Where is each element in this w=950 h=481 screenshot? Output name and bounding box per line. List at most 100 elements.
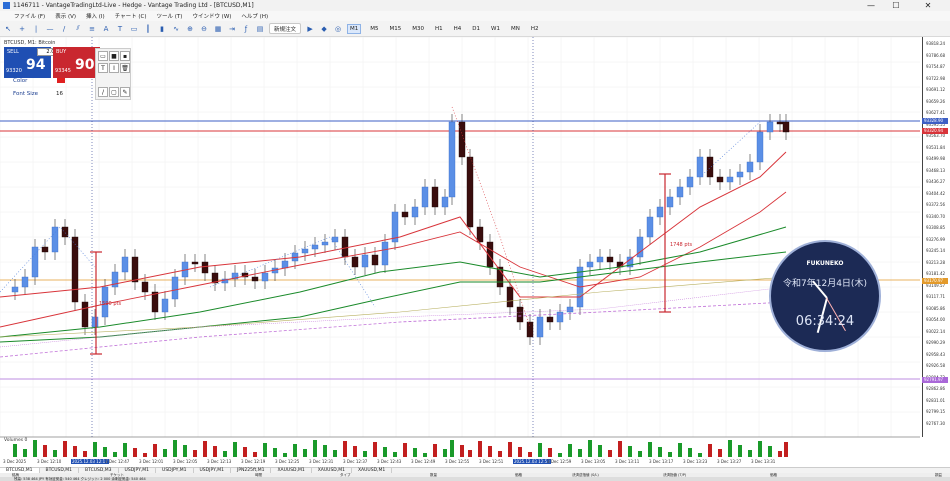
volume-bar <box>443 449 447 457</box>
candle-bull <box>666 196 674 208</box>
col-type[interactable]: タイプ <box>340 473 351 477</box>
tool-paint-icon[interactable]: ✎ <box>120 87 130 97</box>
color-label: Color <box>13 78 28 84</box>
zoom-in-icon[interactable]: ⊕ <box>187 24 193 33</box>
symbol-tab[interactable]: XAUUSD,M1 <box>352 468 393 473</box>
candle-bear <box>776 121 784 125</box>
label-icon[interactable]: T <box>117 24 123 33</box>
channel-icon[interactable]: ⫽ <box>76 24 80 32</box>
candle-bull <box>656 206 664 218</box>
candle-bull <box>686 176 694 188</box>
font-size-value[interactable]: 16 <box>56 91 63 97</box>
timeframe-m15[interactable]: M15 <box>389 25 402 32</box>
menu-insert[interactable]: 挿入 (I) <box>86 14 105 20</box>
candle-bull <box>746 161 754 173</box>
menu-window[interactable]: ウインドウ (W) <box>192 14 232 20</box>
col-volume[interactable]: 数量 <box>430 473 437 477</box>
menu-file[interactable]: ファイル (F) <box>14 14 46 20</box>
close-button[interactable]: ✕ <box>924 1 932 10</box>
tool-delete-icon[interactable]: 🗑 <box>120 63 130 73</box>
symbol-tab[interactable]: BTCUSD,M1 <box>0 468 40 473</box>
symbol-tab[interactable]: USDJPY,M1 <box>194 468 231 473</box>
candle-bear <box>41 246 49 253</box>
chart-area[interactable] <box>0 36 950 460</box>
tool-rectangle-icon[interactable]: ▭ <box>98 51 108 61</box>
timeframe-m30[interactable]: M30 <box>412 25 425 32</box>
price-chart[interactable] <box>0 36 950 460</box>
maximize-button[interactable]: ☐ <box>892 1 900 10</box>
tool-frame-icon[interactable]: ▢ <box>109 87 119 97</box>
candle-bull <box>121 256 129 273</box>
shapes-icon[interactable]: ▭ <box>130 24 138 33</box>
tool-label-icon[interactable]: ▪ <box>120 51 130 61</box>
horizontal-line-icon[interactable]: — <box>46 24 54 33</box>
time-axis-label: 3 Dec 12:05 <box>173 459 198 464</box>
symbol-tab[interactable]: BTCUSD,M1 <box>40 468 80 473</box>
signals-icon[interactable]: ◎ <box>334 24 342 33</box>
symbol-tab[interactable]: XAUUSD,M1 <box>312 468 352 473</box>
trendline-icon[interactable]: / <box>62 24 66 33</box>
menu-chart[interactable]: チャート (C) <box>114 14 147 20</box>
col-tp[interactable]: 決済指値 (T/P) <box>663 473 687 477</box>
symbol-tab[interactable]: USDJPY,M1 <box>156 468 194 473</box>
symbol-tab[interactable]: XAUUSD,M1 <box>271 468 312 473</box>
tool-line-icon[interactable]: I <box>109 63 119 73</box>
price-axis-label: 93722.98 <box>926 75 946 81</box>
symbol-tab[interactable]: USDJPY,M1 <box>119 468 157 473</box>
volume-bar <box>63 441 67 457</box>
tool-pen-icon[interactable]: / <box>98 87 108 97</box>
col-sl[interactable]: 決済逆指値 (S/L) <box>572 473 599 477</box>
grid-icon[interactable]: ▦ <box>214 24 222 33</box>
timeframe-w1[interactable]: W1 <box>491 25 500 32</box>
candle-bear <box>606 256 614 263</box>
volume-bar <box>303 449 307 457</box>
fibonacci-icon[interactable]: ≡ <box>89 24 95 33</box>
col-ticket[interactable]: チケット <box>110 473 124 477</box>
text-icon[interactable]: A <box>103 24 109 33</box>
timeframe-mn[interactable]: MN <box>510 25 520 32</box>
col-price2[interactable]: 価格 <box>770 473 777 477</box>
autoscroll-icon[interactable]: ⇥ <box>229 24 235 33</box>
volume-bar <box>133 448 137 457</box>
timeframe-m1[interactable]: M1 <box>347 23 362 34</box>
line-chart-icon[interactable]: ∿ <box>173 24 179 33</box>
timeframe-h2[interactable]: H2 <box>530 25 539 32</box>
tool-text-icon[interactable]: T <box>98 63 108 73</box>
col-time[interactable]: 時間 <box>255 473 262 477</box>
candle-bear <box>131 256 139 283</box>
symbol-tab[interactable]: JPN225ft,M1 <box>231 468 272 473</box>
col-price[interactable]: 価格 <box>515 473 522 477</box>
indicators-icon[interactable]: ƒ <box>244 24 248 33</box>
time-axis-label: 3 Dec 12:10 <box>37 459 62 464</box>
metaeditor-icon[interactable]: ◆ <box>321 24 327 33</box>
bar-chart-icon[interactable]: ┃ <box>145 24 151 33</box>
tool-fill-icon[interactable]: ■ <box>109 51 119 61</box>
buy-button[interactable]: BUY 93345 90 <box>53 47 100 78</box>
menu-view[interactable]: 表示 (V) <box>55 14 77 20</box>
volume-bar <box>588 440 592 457</box>
new-order-button[interactable]: 新規注文 <box>269 23 302 34</box>
templates-icon[interactable]: ▤ <box>256 24 264 33</box>
symbol-tab[interactable]: BTCUSD,M3 <box>79 468 119 473</box>
cursor-icon[interactable]: ↖ <box>5 24 11 33</box>
col-symbol[interactable]: 銘柄 <box>12 473 19 477</box>
timeframe-h4[interactable]: H4 <box>453 25 462 32</box>
price-axis-label: 92799.15 <box>926 409 946 414</box>
crosshair-icon[interactable]: + <box>19 24 25 33</box>
menu-tools[interactable]: ツール (T) <box>156 14 183 20</box>
volume-bar <box>658 447 662 457</box>
pts-annotation-right: 1748 pts <box>670 242 693 248</box>
timeframe-d1[interactable]: D1 <box>472 25 481 32</box>
timeframe-h1[interactable]: H1 <box>435 25 443 32</box>
algo-trading-icon[interactable]: ▶ <box>307 24 313 33</box>
zoom-out-icon[interactable]: ⊖ <box>201 24 207 33</box>
timeframe-m5[interactable]: M5 <box>370 25 379 32</box>
vertical-line-icon[interactable]: | <box>34 24 38 33</box>
menu-help[interactable]: ヘルプ (H) <box>241 14 269 20</box>
col-profit[interactable]: 損益 <box>935 473 942 477</box>
candle-chart-icon[interactable]: ▮ <box>160 24 164 33</box>
price-axis-label: 93054.00 <box>926 317 946 322</box>
price-axis-label: 93372.56 <box>926 202 946 207</box>
minimize-button[interactable]: — <box>867 1 875 10</box>
color-swatch[interactable] <box>57 78 65 83</box>
